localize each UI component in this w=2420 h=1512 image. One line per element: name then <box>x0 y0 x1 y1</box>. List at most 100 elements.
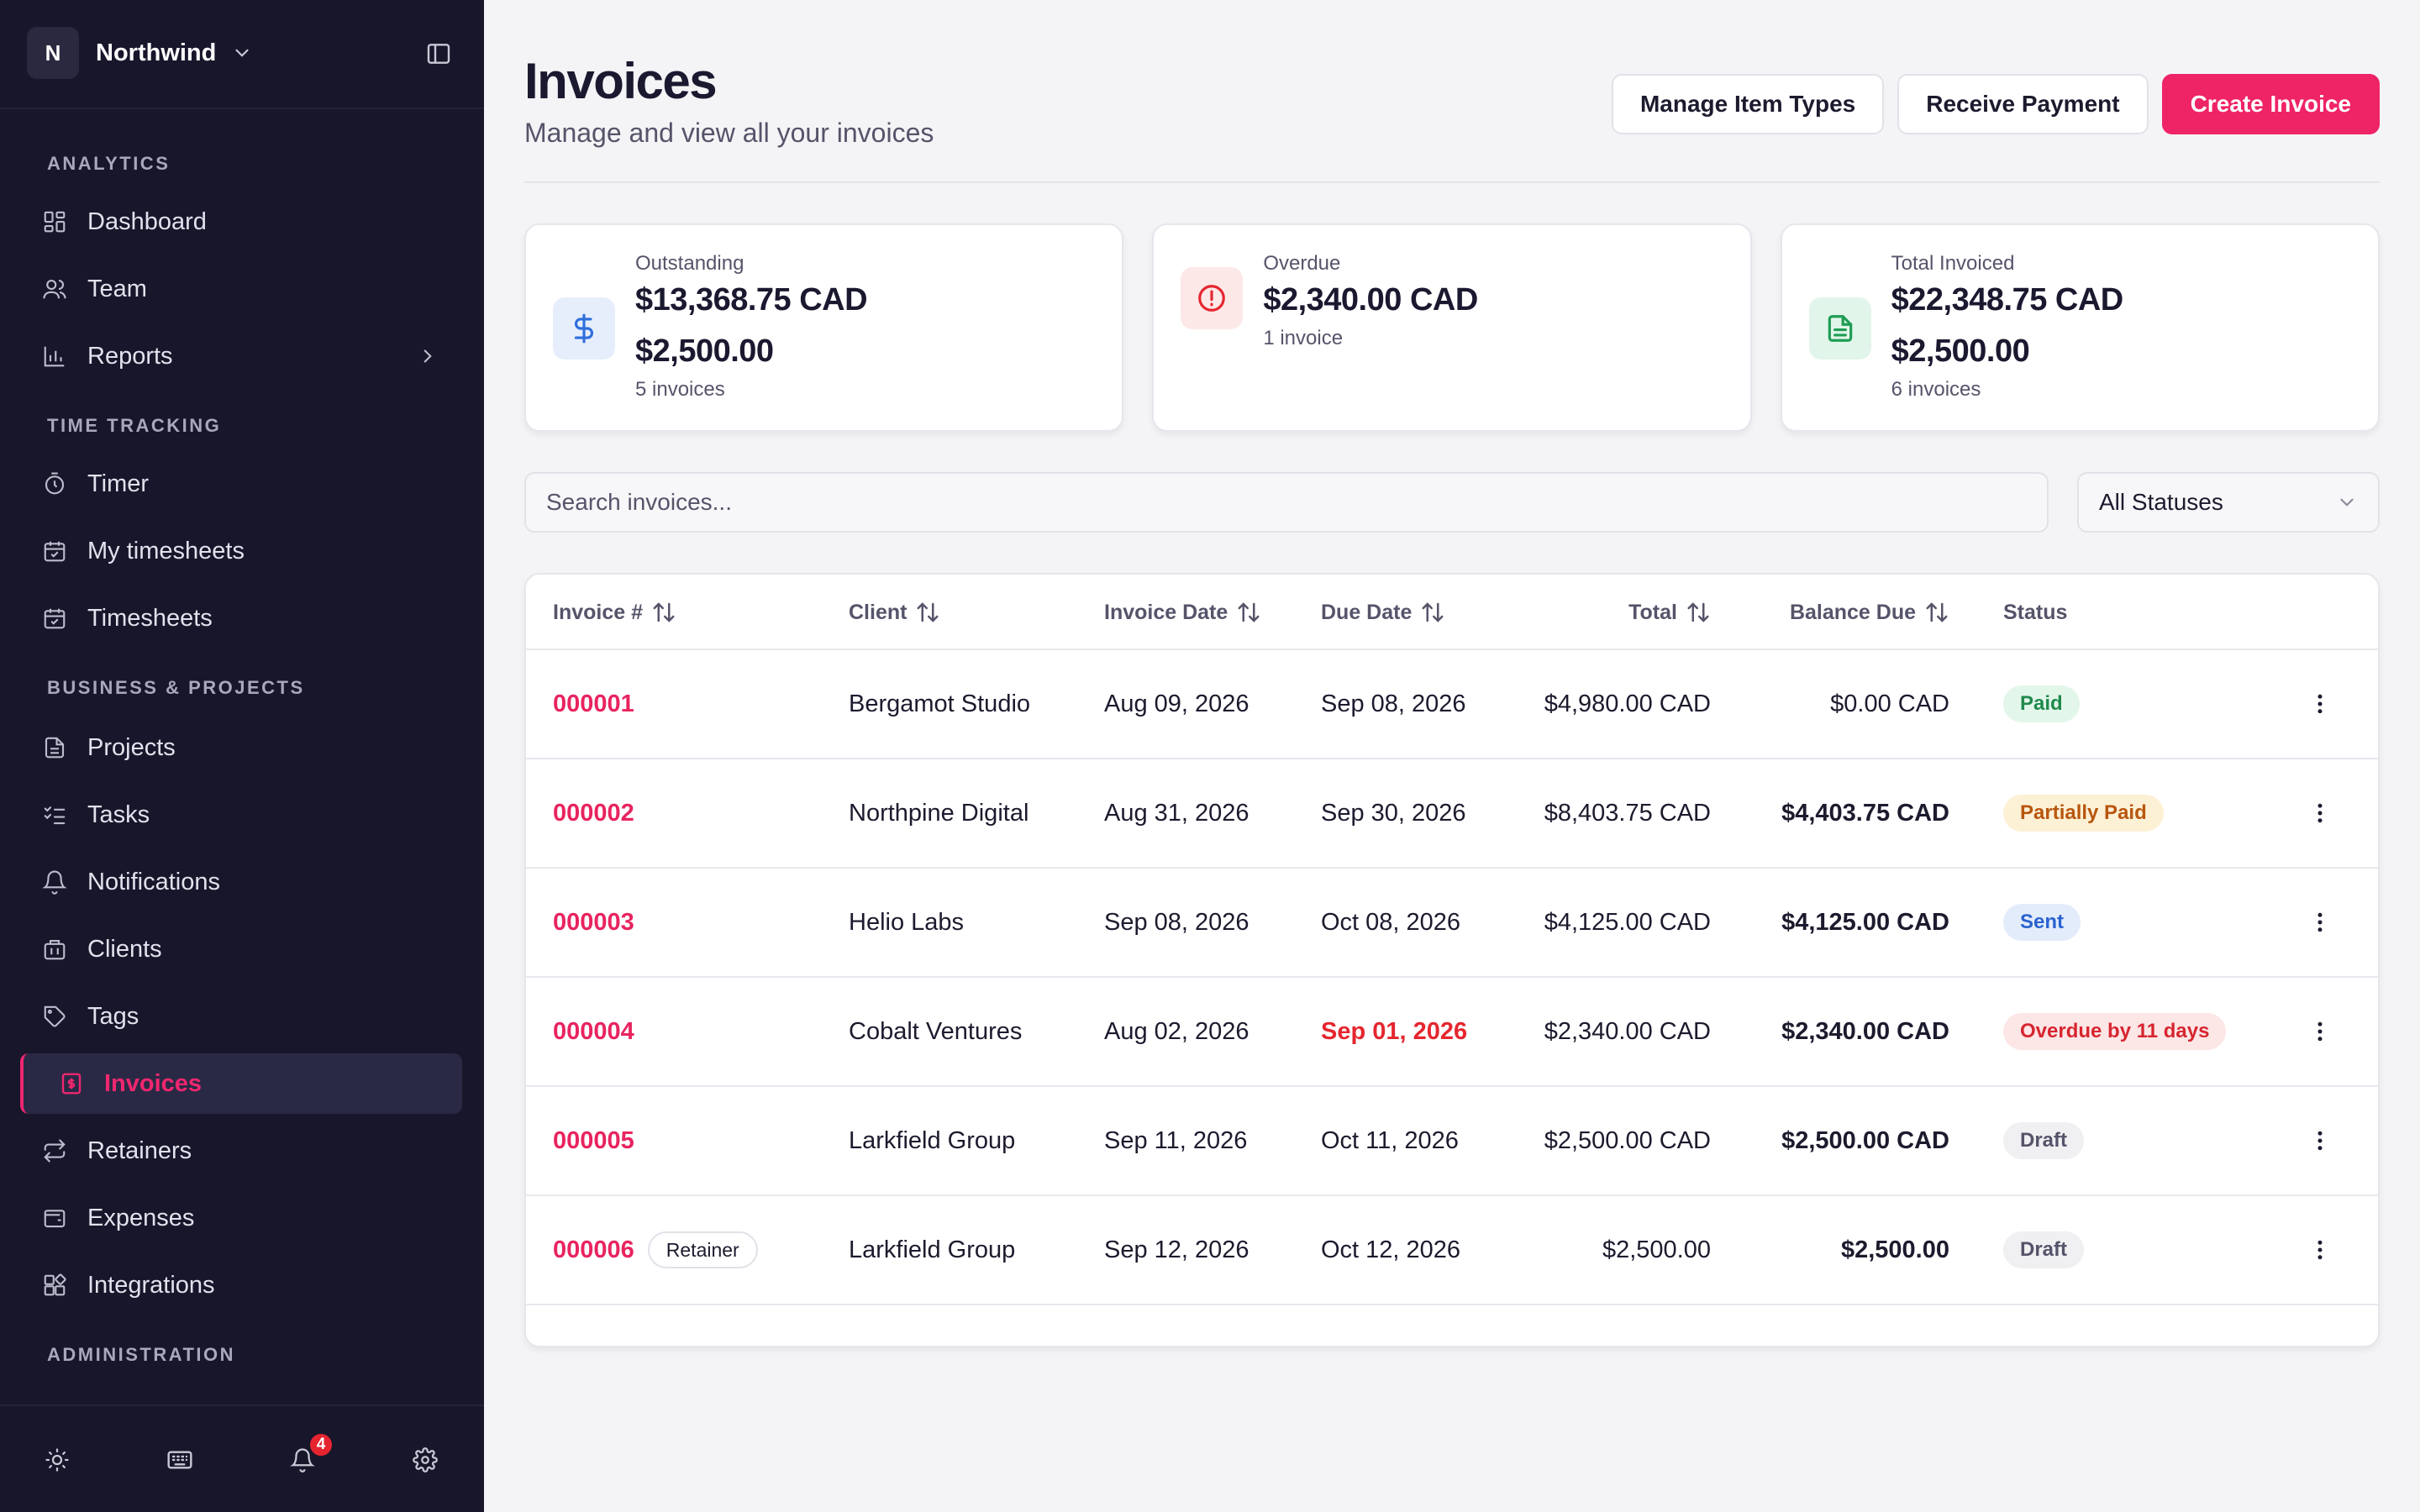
balance-cell: $4,125.00 CAD <box>1781 908 1949 936</box>
alert-circle-icon <box>1181 267 1244 329</box>
workspace-switcher[interactable]: N Northwind <box>27 25 253 81</box>
client-cell: Cobalt Ventures <box>849 1017 1023 1045</box>
card-amount: $13,368.75 CAD <box>635 282 868 318</box>
calendar-check-icon <box>40 537 69 565</box>
outstanding-card: Outstanding $13,368.75 CAD $2,500.00 5 i… <box>524 223 1124 432</box>
retainer-tag: Retainer <box>647 1231 758 1268</box>
receive-payment-button[interactable]: Receive Payment <box>1897 74 2149 134</box>
status-badge: Sent <box>2003 904 2081 941</box>
column-header-status: Status <box>2003 600 2068 624</box>
invoice-date-cell: Sep 11, 2026 <box>1104 1126 1248 1154</box>
workspace-name: Northwind <box>96 39 217 66</box>
column-header-balance-due[interactable]: Balance Due <box>1790 575 1949 650</box>
sort-icon <box>1686 600 1711 625</box>
create-invoice-button[interactable]: Create Invoice <box>2161 74 2380 134</box>
sidebar-item-timer[interactable]: Timer <box>20 454 462 514</box>
sidebar-item-invoices[interactable]: Invoices <box>20 1053 462 1114</box>
balance-cell: $2,500.00 CAD <box>1781 1126 1949 1154</box>
sidebar-toggle-icon[interactable] <box>425 40 452 67</box>
sidebar-item-label: Reports <box>87 342 173 370</box>
card-amount: $2,340.00 CAD <box>1263 282 1478 318</box>
search-input[interactable] <box>524 472 2049 533</box>
more-actions-icon[interactable] <box>2307 1087 2333 1194</box>
table-row[interactable]: 000001 Bergamot Studio Aug 09, 2026 Sep … <box>526 650 2378 759</box>
column-header-due-date[interactable]: Due Date <box>1321 575 1445 650</box>
sidebar: N Northwind ANALYTICS Dashboard Team Rep… <box>0 0 484 1512</box>
overdue-card: Overdue $2,340.00 CAD 1 invoice <box>1152 223 1752 432</box>
gear-icon[interactable] <box>408 1443 442 1477</box>
keyboard-icon[interactable] <box>163 1443 197 1477</box>
workspace-avatar: N <box>27 27 79 79</box>
more-actions-icon[interactable] <box>2307 869 2333 976</box>
status-filter-select[interactable]: All Statuses <box>2077 472 2380 533</box>
more-actions-icon[interactable] <box>2307 759 2333 867</box>
bell-icon[interactable]: 4 <box>286 1431 334 1477</box>
column-header-invoice[interactable]: Invoice # <box>553 575 676 650</box>
table-row[interactable]: 000005 Larkfield Group Sep 11, 2026 Oct … <box>526 1087 2378 1196</box>
card-count: 5 invoices <box>635 378 725 401</box>
sidebar-item-retainers[interactable]: Retainers <box>20 1121 462 1181</box>
sidebar-footer: 4 <box>0 1404 484 1512</box>
invoice-number-link[interactable]: 000001 <box>553 690 634 717</box>
sidebar-item-reports[interactable]: Reports <box>20 326 462 386</box>
sidebar-item-timesheets[interactable]: Timesheets <box>20 588 462 648</box>
more-actions-icon[interactable] <box>2307 1196 2333 1304</box>
section-business-projects: BUSINESS & PROJECTS <box>47 677 305 698</box>
invoice-date-cell: Sep 08, 2026 <box>1104 908 1249 936</box>
file-text-icon <box>1808 297 1871 360</box>
total-cell: $2,340.00 CAD <box>1544 1017 1711 1045</box>
client-cell: Larkfield Group <box>849 1236 1016 1263</box>
sidebar-item-label: Dashboard <box>87 207 207 235</box>
card-label: Total Invoiced <box>1891 252 2015 275</box>
wallet-icon <box>40 1204 69 1232</box>
balance-cell: $2,340.00 CAD <box>1781 1017 1949 1045</box>
sidebar-item-label: Timer <box>87 470 150 497</box>
table-row[interactable]: 000003 Helio Labs Sep 08, 2026 Oct 08, 2… <box>526 869 2378 978</box>
sidebar-item-tags[interactable]: Tags <box>20 986 462 1047</box>
invoice-number-link[interactable]: 000005 <box>553 1126 634 1154</box>
invoice-number-link[interactable]: 000004 <box>553 1017 634 1045</box>
column-header-client[interactable]: Client <box>849 575 940 650</box>
invoice-date-cell: Aug 09, 2026 <box>1104 690 1249 717</box>
document-icon <box>40 733 69 762</box>
invoice-number-link[interactable]: 000003 <box>553 908 634 936</box>
more-actions-icon[interactable] <box>2307 978 2333 1085</box>
column-header-invoice-date[interactable]: Invoice Date <box>1104 575 1261 650</box>
invoice-number-link[interactable]: 000002 <box>553 799 634 827</box>
section-time-tracking: TIME TRACKING <box>47 415 222 436</box>
sidebar-item-dashboard[interactable]: Dashboard <box>20 192 462 252</box>
sidebar-item-label: Projects <box>87 733 176 761</box>
card-amount-secondary: $2,500.00 <box>635 333 774 369</box>
sidebar-item-label: Notifications <box>87 868 220 895</box>
due-date-cell: Sep 30, 2026 <box>1321 799 1466 827</box>
reports-icon <box>40 342 69 370</box>
sidebar-item-clients[interactable]: Clients <box>20 919 462 979</box>
tag-icon <box>40 1002 69 1031</box>
invoice-date-cell: Aug 31, 2026 <box>1104 799 1249 827</box>
total-cell: $2,500.00 CAD <box>1544 1126 1711 1154</box>
sidebar-item-tasks[interactable]: Tasks <box>20 785 462 845</box>
more-actions-icon[interactable] <box>2307 650 2333 758</box>
sidebar-item-label: Timesheets <box>87 604 213 632</box>
sidebar-item-notifications[interactable]: Notifications <box>20 852 462 912</box>
manage-item-types-button[interactable]: Manage Item Types <box>1611 74 1885 134</box>
sidebar-item-projects[interactable]: Projects <box>20 717 462 778</box>
invoice-date-cell: Aug 02, 2026 <box>1104 1017 1249 1045</box>
sidebar-item-integrations[interactable]: Integrations <box>20 1255 462 1315</box>
sun-icon[interactable] <box>40 1443 74 1477</box>
due-date-cell: Oct 12, 2026 <box>1321 1236 1461 1263</box>
sidebar-item-my-timesheets[interactable]: My timesheets <box>20 521 462 581</box>
sidebar-item-team[interactable]: Team <box>20 259 462 319</box>
sidebar-divider <box>0 108 484 109</box>
sidebar-item-label: Tags <box>87 1002 139 1030</box>
table-row[interactable]: 000006 Retainer Larkfield Group Sep 12, … <box>526 1196 2378 1305</box>
section-analytics: ANALYTICS <box>47 153 171 174</box>
total-cell: $2,500.00 <box>1602 1236 1711 1263</box>
chevron-down-icon <box>231 42 253 64</box>
table-row[interactable]: 000004 Cobalt Ventures Aug 02, 2026 Sep … <box>526 978 2378 1087</box>
column-header-total[interactable]: Total <box>1628 575 1711 650</box>
table-row[interactable]: 000002 Northpine Digital Aug 31, 2026 Se… <box>526 759 2378 869</box>
invoice-number-link[interactable]: 000006 <box>553 1236 634 1263</box>
sidebar-item-expenses[interactable]: Expenses <box>20 1188 462 1248</box>
card-count: 1 invoice <box>1263 327 1344 349</box>
